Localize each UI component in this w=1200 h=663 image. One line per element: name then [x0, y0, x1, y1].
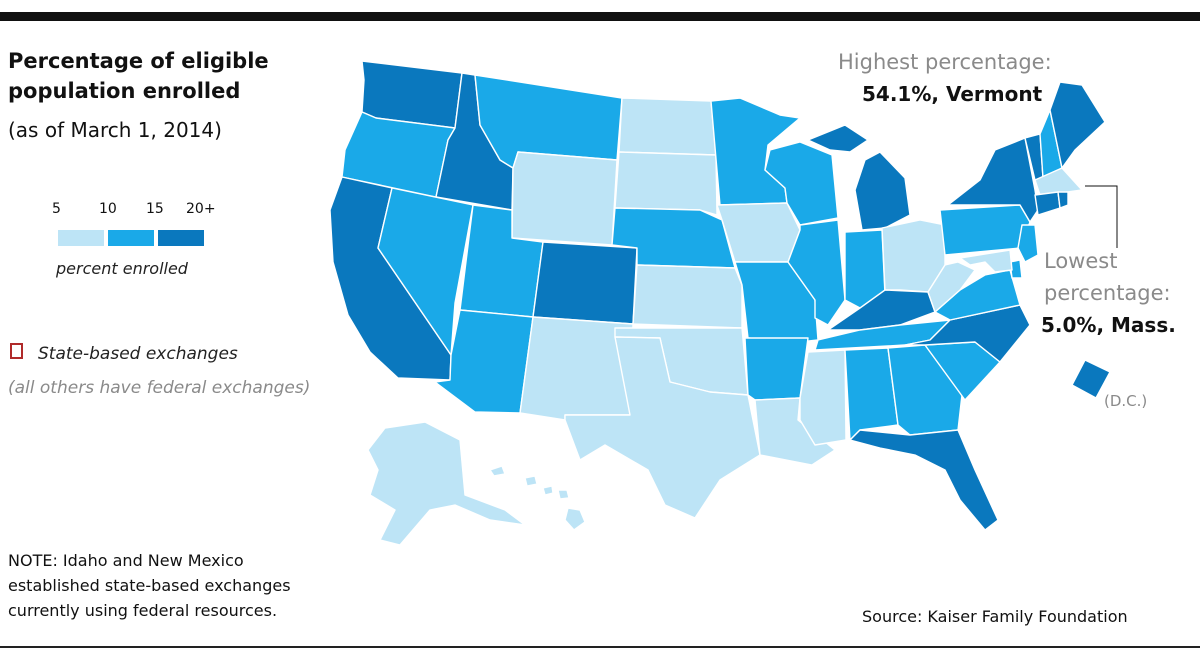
legend-ticks: 5 10 15 20+	[52, 201, 222, 221]
lowest-label-line2: percentage:	[1044, 281, 1171, 305]
state-ar[interactable]	[744, 337, 809, 401]
state-de[interactable]	[1009, 259, 1023, 279]
legend-caption: percent enrolled	[56, 259, 188, 278]
state-ak[interactable]	[367, 421, 526, 546]
state-mi-upper[interactable]	[807, 124, 869, 153]
legend-tick: 10	[99, 201, 117, 217]
state-al[interactable]	[844, 347, 899, 441]
state-fl[interactable]	[849, 429, 999, 531]
legend-swatch-light	[58, 230, 104, 246]
lowest-leader-line	[1085, 185, 1118, 248]
state-pa[interactable]	[939, 204, 1031, 256]
state-nj[interactable]	[1017, 224, 1039, 263]
highest-label: Highest percentage:	[838, 50, 1052, 74]
legend-swatch-medium	[108, 230, 154, 246]
state-dc-inset[interactable]	[1071, 359, 1111, 399]
state-il[interactable]	[787, 219, 846, 326]
state-co[interactable]	[532, 241, 638, 325]
state-nv[interactable]	[377, 187, 474, 356]
legend-tick: 5	[52, 201, 61, 217]
state-ny[interactable]	[947, 137, 1039, 223]
state-ks[interactable]	[632, 264, 743, 329]
state-tx[interactable]	[564, 336, 761, 519]
lowest-label-line1: Lowest	[1044, 249, 1118, 273]
state-nc[interactable]	[904, 304, 1031, 363]
top-rule	[0, 12, 1200, 21]
state-ri[interactable]	[1057, 191, 1069, 209]
state-nd[interactable]	[618, 97, 717, 156]
state-based-legend-box	[10, 343, 23, 359]
state-hi-1[interactable]	[489, 465, 506, 477]
bottom-rule	[0, 646, 1200, 648]
state-sd[interactable]	[614, 151, 718, 216]
state-hi-5[interactable]	[564, 507, 586, 531]
state-ma[interactable]	[1034, 167, 1083, 196]
state-md[interactable]	[959, 249, 1013, 273]
highest-value: 54.1%, Vermont	[862, 82, 1043, 106]
map-subtitle: (as of March 1, 2014)	[8, 118, 222, 142]
state-ct[interactable]	[1034, 191, 1061, 216]
note-text: NOTE: Idaho and New Mexico established s…	[8, 551, 291, 620]
legend-tick: 20+	[186, 201, 216, 217]
federal-exchanges-note: (all others have federal exchanges)	[8, 378, 311, 398]
state-wv[interactable]	[927, 261, 976, 313]
source-text: Source: Kaiser Family Foundation	[862, 607, 1128, 626]
legend-swatch-dark	[158, 230, 204, 246]
map-title: Percentage of eligible population enroll…	[8, 49, 269, 103]
state-hi-2[interactable]	[524, 475, 538, 487]
state-mi[interactable]	[854, 151, 911, 231]
state-ms[interactable]	[799, 349, 847, 446]
state-hi-3[interactable]	[542, 485, 554, 496]
state-wy[interactable]	[511, 151, 618, 246]
state-hi-4[interactable]	[557, 489, 570, 500]
lowest-value: 5.0%, Mass.	[1041, 313, 1176, 337]
state-based-legend-label: State-based exchanges	[38, 344, 238, 364]
dc-label: (D.C.)	[1104, 392, 1148, 410]
legend-tick: 15	[146, 201, 164, 217]
